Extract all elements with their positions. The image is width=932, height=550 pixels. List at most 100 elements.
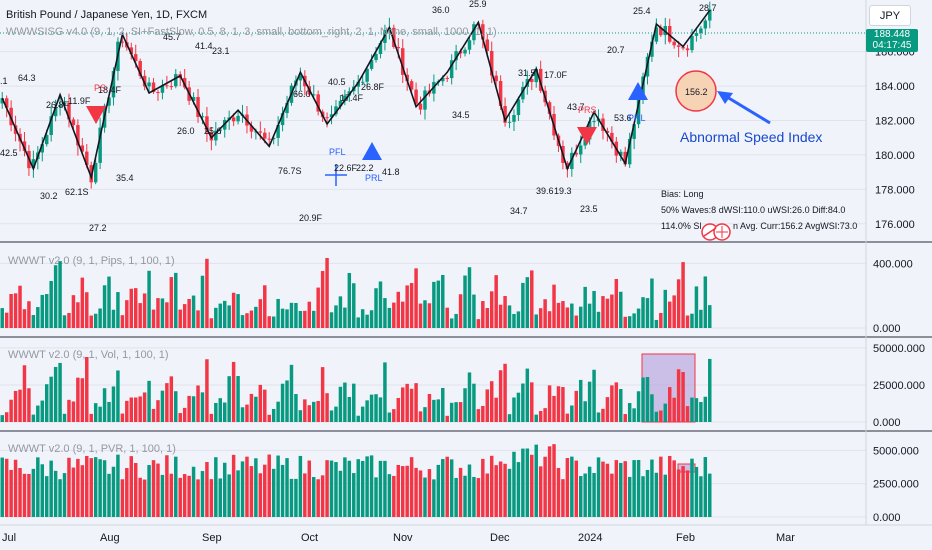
- pane-1-title: WWWT v2.0 (9, 1, Pips, 1, 100, 1): [8, 255, 175, 267]
- histogram-bar: [578, 379, 583, 422]
- histogram-bar: [343, 457, 347, 517]
- speed-value: 156.2: [685, 87, 708, 97]
- histogram-bar: [338, 386, 343, 422]
- histogram-bar: [67, 457, 71, 517]
- histogram-bar: [516, 311, 521, 328]
- histogram-bar: [352, 383, 356, 422]
- candle-body: [685, 48, 690, 51]
- histogram-bar: [214, 307, 218, 328]
- histogram-bar: [587, 303, 592, 328]
- histogram-bar: [387, 412, 392, 422]
- histogram-bar: [432, 281, 436, 328]
- candle-body: [191, 97, 196, 101]
- histogram-bar: [650, 459, 654, 517]
- histogram-bar: [441, 387, 445, 422]
- histogram-bar: [62, 413, 67, 422]
- histogram-bar: [378, 281, 383, 328]
- histogram-bar: [672, 295, 676, 328]
- histogram-bar: [543, 456, 547, 517]
- histogram-bar: [267, 414, 271, 422]
- histogram-bar: [432, 479, 436, 517]
- candle-body: [605, 130, 610, 133]
- histogram-bar: [494, 275, 498, 328]
- histogram-bar: [320, 271, 325, 328]
- histogram-bar: [102, 388, 107, 422]
- histogram-bar: [93, 403, 98, 422]
- candle-body: [165, 85, 169, 87]
- histogram-bar: [414, 467, 418, 517]
- histogram-bar: [182, 304, 187, 328]
- pane-tick: 0.000: [873, 417, 901, 429]
- histogram-bar: [578, 306, 583, 328]
- histogram-bar: [329, 460, 334, 517]
- histogram-bar: [601, 461, 605, 517]
- pane-tick: 2500.000: [873, 479, 919, 491]
- histogram-bar: [303, 310, 307, 328]
- histogram-bar: [249, 466, 254, 517]
- histogram-bar: [570, 456, 574, 517]
- histogram-bar: [632, 408, 636, 422]
- price-axis[interactable]: 186.000184.000182.000180.000178.000176.0…: [875, 47, 915, 231]
- histogram-bar: [650, 278, 654, 328]
- histogram-bar: [663, 289, 668, 328]
- histogram-bar: [405, 465, 409, 517]
- histogram-bar: [699, 402, 703, 422]
- histogram-bar: [690, 313, 694, 328]
- histogram-bar: [694, 398, 699, 422]
- histogram-bar: [169, 277, 174, 328]
- time-axis[interactable]: Jul Aug Sep Oct Nov Dec 2024 Feb Mar: [2, 532, 795, 544]
- wave-label: 20.7: [607, 45, 625, 55]
- annotation-text: Abnormal Speed Index: [680, 129, 822, 145]
- speed-circle: [675, 70, 717, 112]
- wave-label: 27.2: [89, 223, 107, 233]
- histogram-bar: [636, 308, 641, 328]
- histogram-bar: [538, 308, 543, 328]
- histogram-bar: [392, 302, 396, 328]
- histogram-bar: [685, 315, 690, 328]
- histogram-bar: [151, 309, 156, 328]
- histogram-bar: [89, 458, 93, 517]
- histogram-bar: [80, 277, 85, 328]
- histogram-bar: [62, 315, 67, 328]
- histogram-bar: [458, 402, 463, 422]
- histogram-bar: [458, 467, 463, 517]
- histogram-bar: [200, 392, 205, 422]
- wave-labels: 36.0 25.9 25.4 28.7 45.7 41.4 23.1 40.5 …: [0, 0, 717, 233]
- histogram-bar: [663, 474, 668, 517]
- candle-body: [360, 81, 365, 83]
- histogram-bar: [9, 294, 13, 328]
- histogram-bar: [454, 313, 458, 328]
- histogram-bar: [654, 472, 659, 517]
- histogram-bar: [98, 406, 102, 422]
- candle-body: [498, 81, 503, 107]
- candle-body: [423, 90, 427, 110]
- histogram-bar: [676, 279, 681, 328]
- histogram-bar: [556, 302, 561, 328]
- candle-body: [565, 162, 570, 170]
- histogram-bar: [383, 362, 387, 422]
- currency-button[interactable]: JPY: [869, 5, 911, 26]
- histogram-bar: [703, 457, 708, 517]
- histogram-bar: [76, 458, 80, 517]
- histogram-bar: [552, 284, 556, 328]
- histogram-bar: [160, 390, 165, 422]
- histogram-bar: [489, 381, 494, 422]
- histogram-bar: [565, 307, 570, 328]
- histogram-bar: [267, 454, 271, 517]
- histogram-bar: [129, 397, 134, 422]
- histogram-bar: [276, 455, 280, 517]
- histogram-bar: [574, 390, 579, 422]
- candle-body: [0, 98, 4, 104]
- wave-label: PFL: [329, 147, 346, 157]
- wave-label: 39.6: [536, 186, 554, 196]
- histogram-bar: [672, 460, 676, 517]
- histogram-bar: [467, 267, 472, 328]
- histogram-bar: [129, 288, 134, 328]
- histogram-bar: [667, 456, 672, 517]
- histogram-bar: [383, 460, 387, 517]
- histogram-bar: [614, 382, 619, 422]
- histogram-bar: [476, 409, 481, 422]
- histogram-bar: [685, 406, 690, 422]
- candle-body: [547, 102, 552, 114]
